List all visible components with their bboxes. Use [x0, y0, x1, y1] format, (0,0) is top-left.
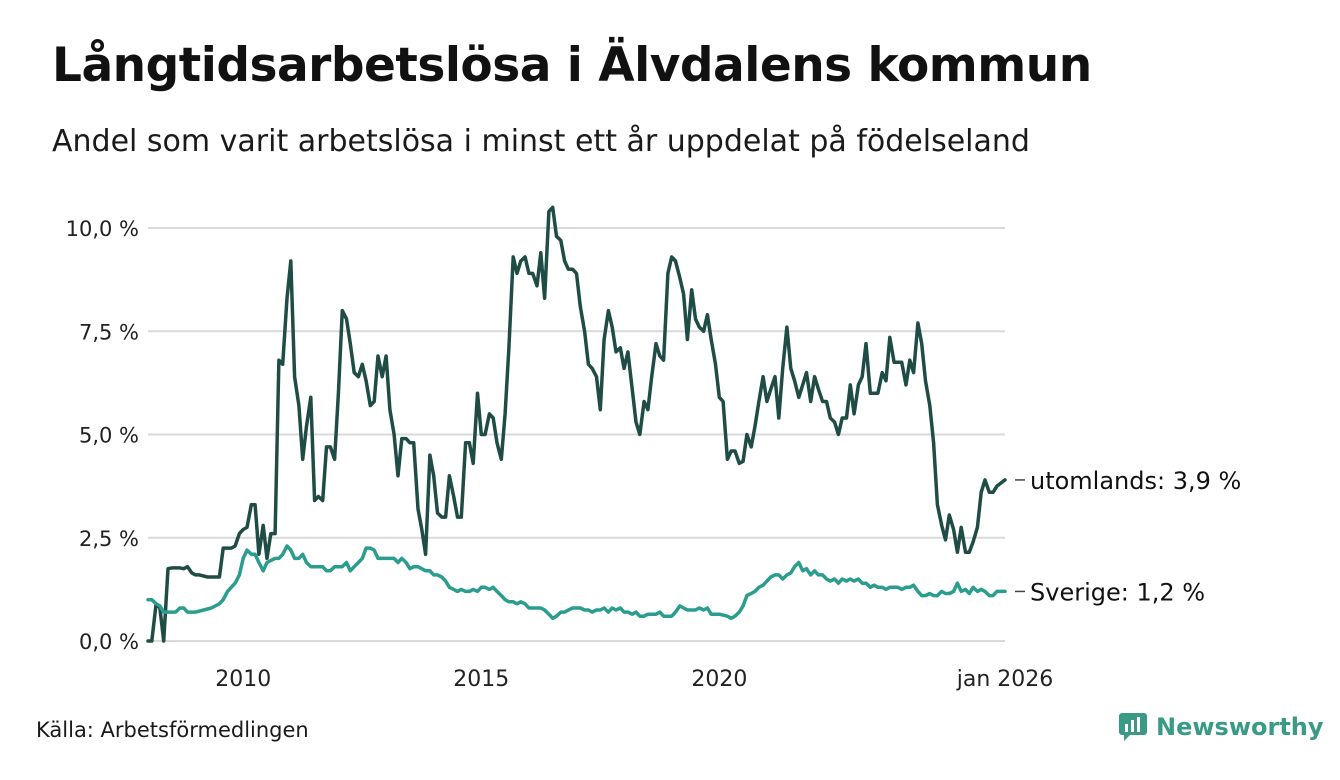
- x-tick-label-2: 2020: [691, 667, 747, 692]
- y-tick-label-2: 5,0 %: [79, 424, 139, 448]
- x-tick-label-3: jan 2026: [956, 667, 1054, 692]
- end-label-utomlands: utomlands: 3,9 %: [1030, 467, 1241, 495]
- end-label-sverige: Sverige: 1,2 %: [1030, 578, 1205, 606]
- x-tick-label-1: 2015: [453, 667, 509, 692]
- chart-title: Långtidsarbetslösa i Älvdalens kommun: [52, 38, 1092, 93]
- chart-subtitle: Andel som varit arbetslösa i minst ett å…: [52, 124, 1030, 159]
- y-tick-label-4: 10,0 %: [66, 217, 139, 241]
- newsworthy-icon: [1119, 713, 1147, 741]
- y-tick-label-0: 0,0 %: [79, 630, 139, 654]
- newsworthy-logo: Newsworthy: [1118, 712, 1324, 742]
- y-tick-label-3: 7,5 %: [79, 320, 139, 344]
- source-note: Källa: Arbetsförmedlingen: [36, 718, 309, 742]
- brand-name: Newsworthy: [1156, 713, 1324, 741]
- x-tick-label-0: 2010: [215, 667, 271, 692]
- series-line-utomlands: [146, 205, 1007, 643]
- y-tick-label-1: 2,5 %: [79, 527, 139, 551]
- line-chart: 0,0 % 2,5 % 5,0 % 7,5 % 10,0 % 2010 2015 2020 ja…: [66, 205, 1241, 692]
- series-line-sverige: [146, 544, 1007, 621]
